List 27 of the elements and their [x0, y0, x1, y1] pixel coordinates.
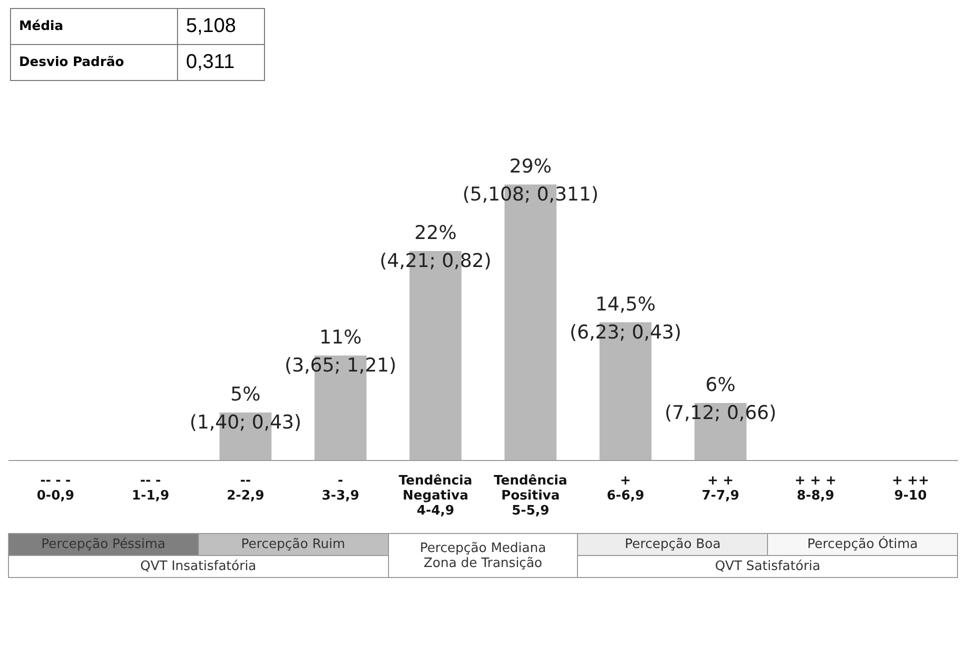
x-tick-label: + 6-6,9: [606, 474, 644, 504]
text: QVT Satisfatória: [578, 556, 958, 578]
x-tick-label: Tendência Negativa 4-4,9: [398, 474, 472, 518]
data-label: 22% (4,21; 0,82): [380, 222, 492, 272]
text: Percepção Mediana Zona de Transição: [388, 534, 578, 578]
text: 0,311: [178, 44, 264, 80]
data-label: 29% (5,108; 0,311): [462, 156, 599, 206]
text: Percepção Ruim: [198, 534, 388, 556]
text: Percepção Ótima: [768, 534, 958, 556]
x-tick-label: -- - 1-1,9: [132, 474, 170, 504]
x-tick-label: - 3-3,9: [322, 474, 360, 504]
x-tick-label: + ++ 9-10: [892, 474, 930, 504]
data-label: 11% (3,65; 1,21): [284, 326, 396, 376]
text: Média: [10, 8, 178, 44]
data-label: 5% (1,40; 0,43): [190, 384, 302, 434]
x-tick-label: + + + 8-8,9: [794, 474, 836, 504]
text: QVT Insatisfatória: [8, 556, 388, 578]
x-tick-label: -- - - 0-0,9: [36, 474, 74, 504]
data-label: 14,5% (6,23; 0,43): [570, 293, 682, 344]
data-label: 6% (7,12; 0,66): [664, 374, 776, 424]
x-tick-label: -- 2-2,9: [226, 474, 264, 504]
text: Percepção Péssima: [8, 534, 198, 556]
x-tick-label: Tendência Positiva 5-5,9: [494, 474, 568, 518]
text: 5,108: [178, 8, 264, 44]
text: Percepção Boa: [578, 534, 768, 556]
text: Desvio Padrão: [10, 44, 178, 80]
x-tick-label: + + 7-7,9: [702, 474, 740, 504]
